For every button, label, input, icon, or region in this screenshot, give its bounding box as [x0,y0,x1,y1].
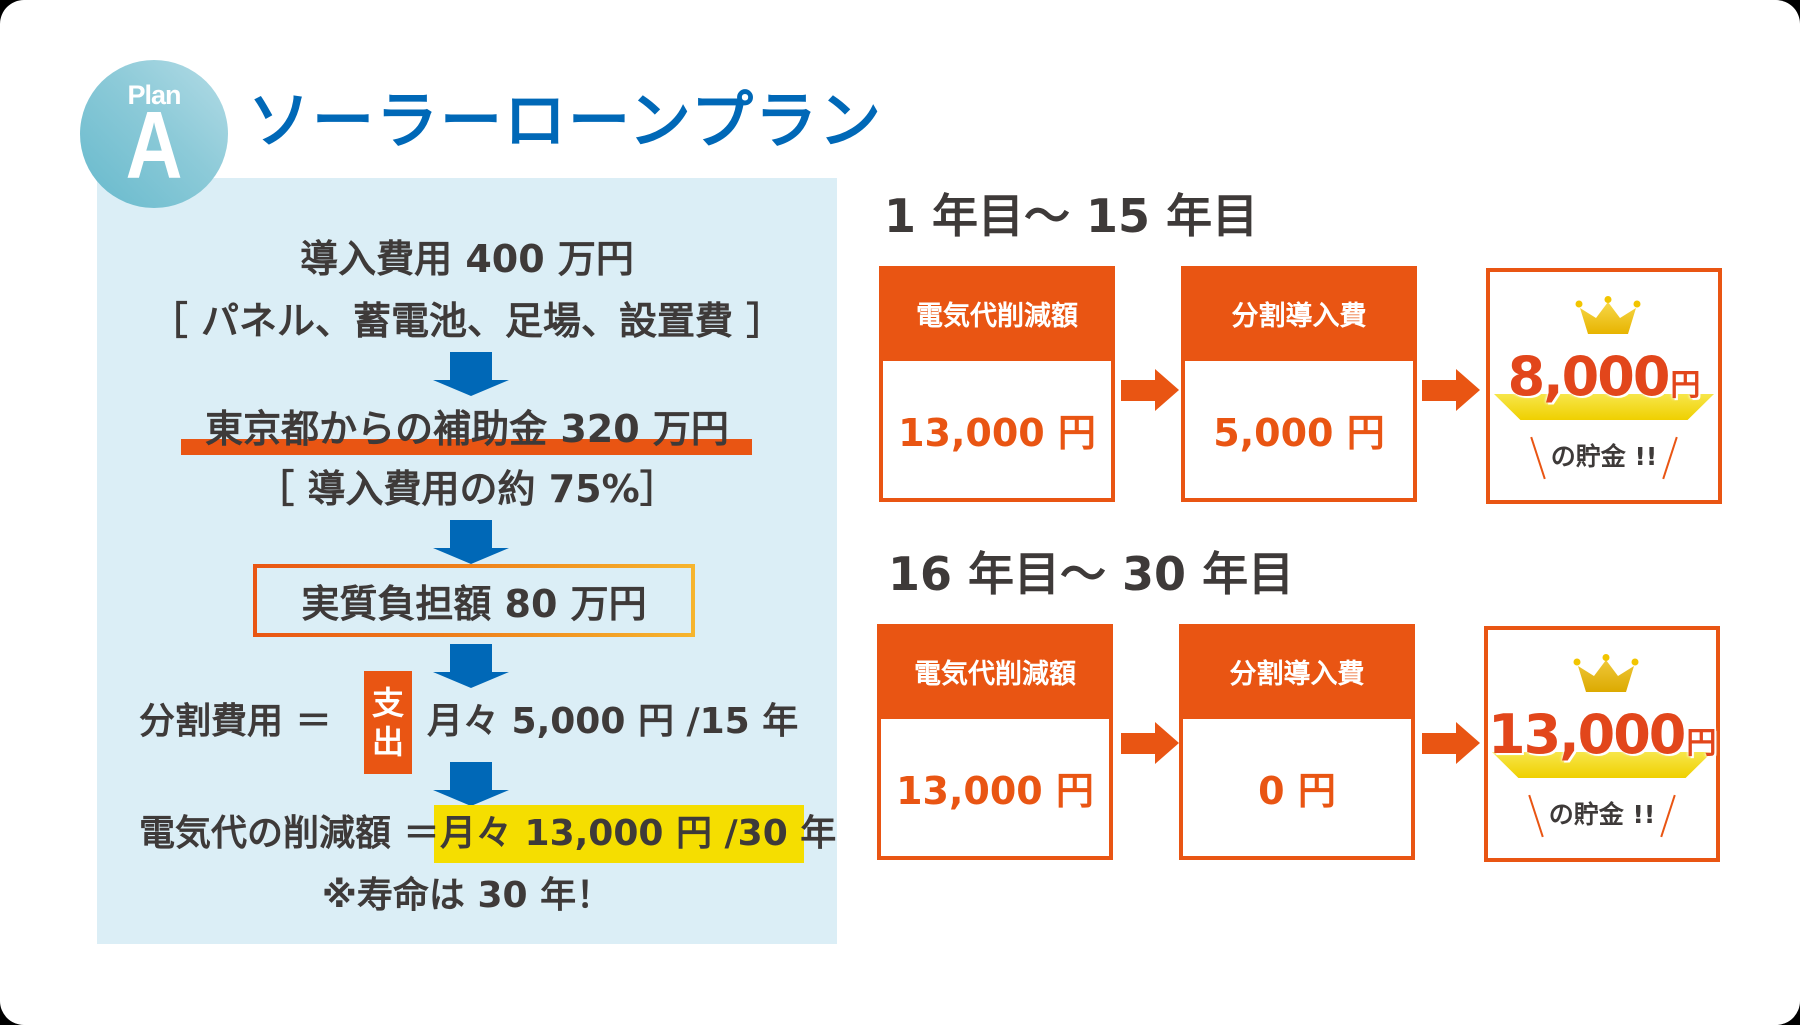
plan-badge: Plan A [80,60,228,208]
amount-number: 13,000 [1488,703,1686,766]
install-cost: 導入費用 400 万円 [300,237,634,281]
period-title: 1 年目～ 15 年目 [884,189,1259,243]
right-arrow-icon [1422,369,1480,411]
install-items: ［ パネル、蓄電池、足場、設置費 ］ [149,299,785,343]
net-burden-box: 実質負担額 80 万円 [253,564,695,637]
down-arrow-icon [433,762,509,806]
expense-badge-char: 出 [371,722,404,761]
crown-icon [1573,654,1639,692]
page-title: ソーラーローンプラン [248,84,884,157]
savings-result-box: 8,000円 の貯金 !! [1486,268,1722,504]
installment-label: 分割費用 ＝ [139,701,332,742]
expense-badge: 支 出 [364,671,412,774]
lifespan-note: ※寿命は 30 年！ [321,875,613,916]
savings-amount: 13,000円 [1488,708,1716,762]
subsidy-amount: 東京都からの補助金 320 万円 [205,407,729,451]
crown-icon [1575,296,1641,334]
card-label: 電気代削減額 [877,624,1113,719]
electricity-savings-card: 電気代削減額 13,000 円 [879,266,1115,502]
card-label: 分割導入費 [1181,266,1417,361]
card-label: 分割導入費 [1179,624,1415,719]
amount-ribbon [1492,752,1712,778]
savings-highlight [434,805,804,863]
card-value: 5,000 円 [1213,411,1385,455]
card-value: 13,000 円 [898,411,1096,455]
down-arrow-icon [433,352,509,396]
savings-value: 月々 13,000 円 /30 年 [440,813,837,854]
card-label: 電気代削減額 [879,266,1115,361]
amount-unit: 円 [1686,726,1717,761]
savings-caption: の貯金 !! [1488,794,1716,838]
plan-letter: A [125,92,183,199]
installment-value: 月々 5,000 円 /15 年 [427,701,799,742]
installment-cost-card: 分割導入費 5,000 円 [1181,266,1417,502]
right-arrow-icon [1422,722,1480,764]
caption-text: の貯金 !! [1548,800,1656,829]
savings-label: 電気代の削減額 ＝ [139,813,440,854]
subsidy-ratio: ［ 導入費用の約 75%］ [256,467,678,511]
amount-unit: 円 [1670,368,1701,403]
period-title: 16 年目～ 30 年目 [888,547,1295,601]
savings-result-box: 13,000円 の貯金 !! [1484,626,1720,862]
card-value: 0 円 [1258,769,1336,813]
installment-cost-card: 分割導入費 0 円 [1179,624,1415,860]
plan-word: Plan [127,80,181,110]
down-arrow-icon [433,520,509,564]
subsidy-underline [181,439,752,455]
savings-caption: の貯金 !! [1490,436,1718,480]
savings-amount: 8,000円 [1490,350,1718,404]
amount-number: 8,000 [1507,345,1671,408]
caption-text: の貯金 !! [1550,442,1658,471]
electricity-savings-card: 電気代削減額 13,000 円 [877,624,1113,860]
right-arrow-icon [1121,722,1179,764]
amount-ribbon [1494,394,1714,420]
expense-badge-char: 支 [371,684,404,723]
right-arrow-icon [1121,369,1179,411]
down-arrow-icon [433,644,509,688]
net-burden: 実質負担額 80 万円 [257,568,691,633]
cost-breakdown-panel: 導入費用 400 万円 ［ パネル、蓄電池、足場、設置費 ］ 東京都からの補助金… [97,178,837,944]
card-value: 13,000 円 [896,769,1094,813]
